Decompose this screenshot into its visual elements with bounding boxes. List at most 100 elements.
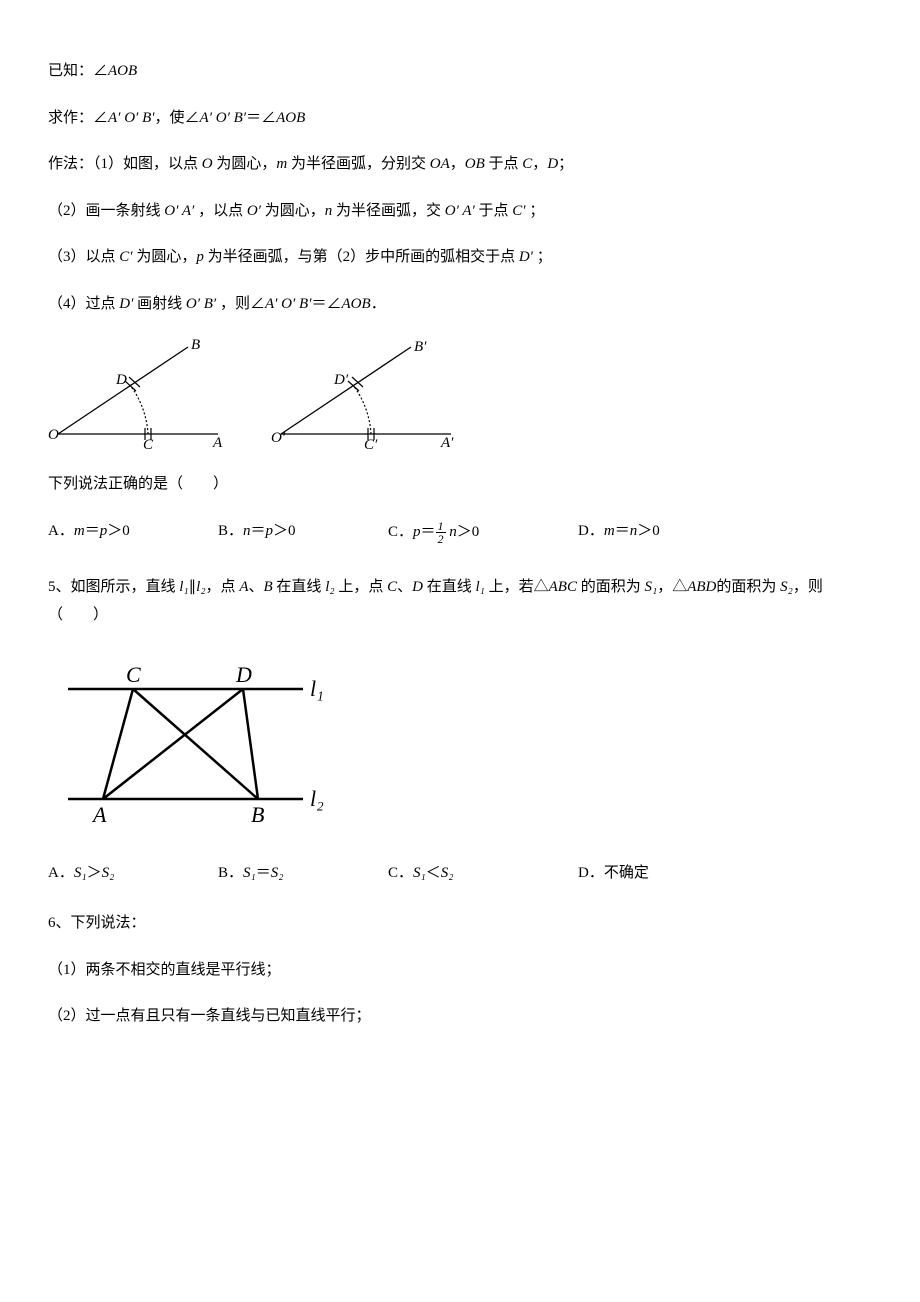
fraction-half: 12 xyxy=(436,520,446,545)
ob-mid: ＝ xyxy=(251,523,266,539)
s1D: D xyxy=(547,156,558,172)
oa-pre: A． xyxy=(48,523,74,539)
s4D: D′ xyxy=(119,296,133,312)
s1g: ； xyxy=(558,156,573,172)
oc-mid: ＝ xyxy=(421,523,436,539)
s2b: ，以点 xyxy=(194,203,247,219)
q5h: 在直线 xyxy=(423,579,476,595)
construct-angle1: A′ O′ B′ xyxy=(108,110,155,126)
s3c: 为半径画弧，与第（2）步中所画的弧相交于点 xyxy=(204,249,519,265)
construct-mid: ，使∠ xyxy=(155,110,200,126)
given-prefix: 已知：∠ xyxy=(48,63,108,79)
q5oa-pre: A． xyxy=(48,865,74,881)
q5ob-pre: B． xyxy=(218,865,243,881)
q5d-D: D xyxy=(235,662,252,687)
s2O: O′ xyxy=(247,203,261,219)
construct-angle3: AOB xyxy=(276,110,305,126)
q5S1: S₁ xyxy=(645,579,658,595)
q4-option-d: D．m＝n＞0 xyxy=(578,520,718,545)
q4-option-b: B．n＝p＞0 xyxy=(218,520,388,545)
s3p: p xyxy=(196,249,204,265)
ob-suf: ＞0 xyxy=(273,523,296,539)
q5-options: A．S₁＞S₂ B．S₁＝S₂ C．S₁＜S₂ D．不确定 xyxy=(48,862,872,885)
q5f: 上，点 xyxy=(335,579,388,595)
step3: （3）以点 C′ 为圆心，p 为半径画弧，与第（2）步中所画的弧相交于点 D′ … xyxy=(48,246,872,269)
q5ABC: ABC xyxy=(549,579,577,595)
od-suf: ＞0 xyxy=(637,523,660,539)
s2c: 为圆心， xyxy=(261,203,325,219)
s1c: 为半径画弧，分别交 xyxy=(287,156,430,172)
diag2-D: D′ xyxy=(333,372,349,388)
q5a: 5、如图所示，直线 xyxy=(48,579,179,595)
frac-den: 2 xyxy=(436,533,446,545)
q5-option-d: D．不确定 xyxy=(578,862,718,885)
s1e: 于点 xyxy=(485,156,523,172)
s4ang2: AOB xyxy=(342,296,371,312)
angle-diagrams: O A B C D O′ A′ B′ C′ D′ xyxy=(48,339,872,449)
given-line: 已知：∠AOB xyxy=(48,60,872,83)
q5l1: l₁ xyxy=(179,579,188,595)
q5oc-s2: S₂ xyxy=(441,865,454,881)
od-pre: D． xyxy=(578,523,604,539)
s1OB: OB xyxy=(465,156,485,172)
q4-options: A．m＝p＞0 B．n＝p＞0 C．p＝12 n＞0 D．m＝n＞0 xyxy=(48,520,872,545)
oc-suf: ＞0 xyxy=(457,523,480,539)
q4-option-a: A．m＝p＞0 xyxy=(48,520,218,545)
s1b: 为圆心， xyxy=(213,156,277,172)
od-m: m xyxy=(604,523,615,539)
angle-diagram-1: O A B C D xyxy=(48,339,223,449)
q5d-B: B xyxy=(251,802,264,827)
q5ob-s2: S₂ xyxy=(271,865,284,881)
diag1-D: D xyxy=(115,372,127,388)
diag2-B: B′ xyxy=(414,339,427,355)
q4-option-c: C．p＝12 n＞0 xyxy=(388,520,578,545)
q5c: ，点 xyxy=(206,579,240,595)
q5d-A: A xyxy=(91,802,107,827)
q5oc-s1: S₁ xyxy=(413,865,426,881)
q5d: 、 xyxy=(248,579,263,595)
s2d: 为半径画弧，交 xyxy=(332,203,445,219)
q5l2b: l₂ xyxy=(325,579,334,595)
q5d-C: C xyxy=(126,662,141,687)
q5l: 的面积为 xyxy=(716,579,780,595)
q6-s1: （1）两条不相交的直线是平行线； xyxy=(48,959,872,982)
q5B: B xyxy=(264,579,273,595)
s2a: （2）画一条射线 xyxy=(48,203,164,219)
oa-mid: ＝ xyxy=(85,523,100,539)
s2OA2: O′ A′ xyxy=(445,203,475,219)
ob-n: n xyxy=(243,523,251,539)
oa-m: m xyxy=(74,523,85,539)
q5D: D xyxy=(412,579,423,595)
s2OA: O′ A′ xyxy=(164,203,194,219)
q6-s2: （2）过一点有且只有一条直线与已知直线平行； xyxy=(48,1005,872,1028)
q5C: C xyxy=(387,579,397,595)
diag1-B: B xyxy=(191,339,200,353)
s1C: C xyxy=(522,156,532,172)
q4-prompt: 下列说法正确的是（ ） xyxy=(48,473,872,496)
s3b: 为圆心， xyxy=(133,249,197,265)
q5-text: 5、如图所示，直线 l₁∥l₂，点 A、B 在直线 l₂ 上，点 C、D 在直线… xyxy=(48,573,872,630)
q5-option-b: B．S₁＝S₂ xyxy=(218,862,388,885)
q5i: 上，若△ xyxy=(485,579,549,595)
q5-option-a: A．S₁＞S₂ xyxy=(48,862,218,885)
step2: （2）画一条射线 O′ A′ ，以点 O′ 为圆心，n 为半径画弧，交 O′ A… xyxy=(48,200,872,223)
s4e: ． xyxy=(371,296,386,312)
ob-p: p xyxy=(266,523,274,539)
s1d: ， xyxy=(450,156,465,172)
s3a: （3）以点 xyxy=(48,249,119,265)
s4ang1: A′ O′ B′ xyxy=(265,296,312,312)
s3D: D′ xyxy=(519,249,533,265)
step1: 作法：（1）如图，以点 O 为圆心，m 为半径画弧，分别交 OA，OB 于点 C… xyxy=(48,153,872,176)
q5d-l2: l₂ xyxy=(310,786,324,811)
s1f: ， xyxy=(532,156,547,172)
q5-option-c: C．S₁＜S₂ xyxy=(388,862,578,885)
diag1-O: O xyxy=(48,427,59,443)
oc-pre: C． xyxy=(388,523,413,539)
oc-n: n xyxy=(449,523,457,539)
q5oa-s2: S₂ xyxy=(102,865,115,881)
s4c: ，则∠ xyxy=(216,296,265,312)
s1OA: OA xyxy=(430,156,450,172)
q5l1b: l₁ xyxy=(475,579,484,595)
q5oa-s1: S₁ xyxy=(74,865,87,881)
construct-prefix: 求作：∠ xyxy=(48,110,108,126)
